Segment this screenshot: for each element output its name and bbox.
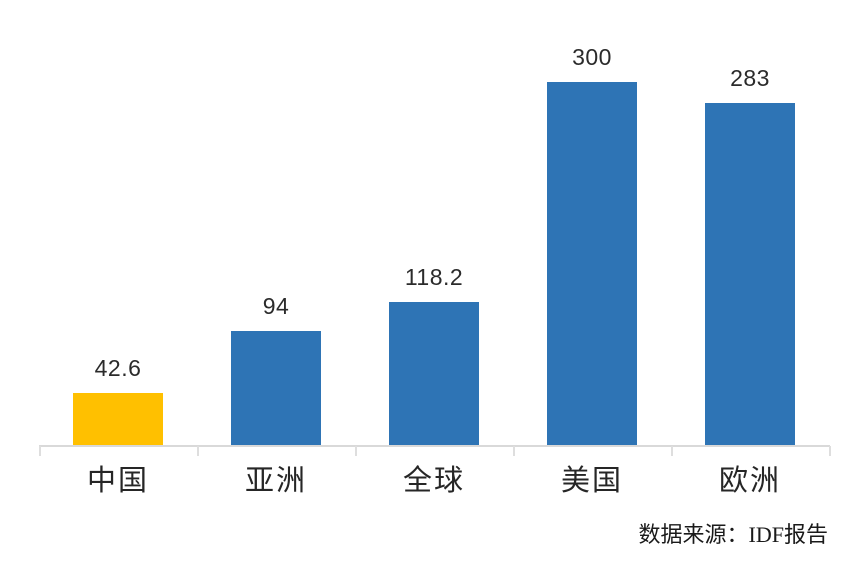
bar-group-global: 118.2	[355, 0, 513, 445]
axis-tick	[197, 446, 199, 456]
axis-tick	[39, 446, 41, 456]
bar-value-label: 283	[730, 65, 770, 91]
bar-group-china: 42.6	[39, 0, 197, 445]
bar-value-label: 94	[262, 293, 290, 319]
bar-group-europe: 283	[671, 0, 829, 445]
source-note: 数据来源：IDF报告	[638, 522, 828, 547]
bar-asia	[231, 331, 321, 445]
x-axis-line	[39, 445, 830, 447]
category-label-global: 全球	[402, 465, 465, 497]
category-label-china: 中国	[86, 465, 149, 497]
category-axis: 中国 亚洲 全球 美国 欧洲	[39, 464, 829, 498]
category-label-usa: 美国	[560, 465, 623, 497]
bar-value-label: 300	[572, 44, 612, 70]
bar-value-label: 118.2	[404, 264, 464, 290]
category-label-asia: 亚洲	[244, 465, 307, 497]
bar-usa	[547, 82, 637, 445]
bar-group-usa: 300	[513, 0, 671, 445]
bar-global	[389, 302, 479, 445]
bar-china	[73, 393, 163, 445]
bar-europe	[705, 103, 795, 445]
axis-tick	[671, 446, 673, 456]
axis-tick	[513, 446, 515, 456]
axis-tick	[355, 446, 357, 456]
category-label-europe: 欧洲	[718, 465, 781, 497]
axis-tick	[829, 446, 831, 456]
bar-group-asia: 94	[197, 0, 355, 445]
bar-value-label: 42.6	[94, 355, 142, 381]
plot-area: 42.6 94 118.2 300 283	[39, 0, 829, 445]
